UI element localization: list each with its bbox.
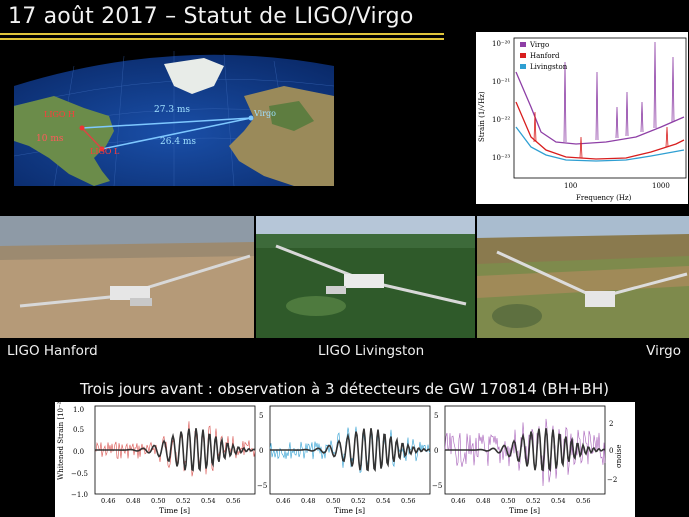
- observation-subtitle: Trois jours avant : observation à 3 déte…: [80, 380, 609, 398]
- xtick: 0.50: [326, 497, 340, 505]
- panel-c-xlabel: Time [s]: [509, 506, 540, 515]
- hanford-photo: [0, 216, 254, 338]
- panel-b-rtick-3: −5: [432, 482, 442, 490]
- legend-hanford: Hanford: [530, 52, 560, 60]
- virgo-curve: [515, 71, 685, 145]
- waveform-panels: Whitened Strain [10⁻²¹] 1.0 0.5 0.0 −0.5…: [55, 402, 635, 517]
- title-underline-2: [0, 38, 444, 40]
- virgo-photo: [477, 216, 689, 338]
- strain-ylabel: Strain (1/√Hz): [478, 91, 486, 142]
- wave-ytick-2: 0.5: [73, 426, 84, 434]
- livingston-photo: [256, 216, 475, 338]
- panel-b-xlabel: Time [s]: [334, 506, 365, 515]
- legend-livingston-swatch: [520, 64, 526, 69]
- xtick: 0.50: [151, 497, 165, 505]
- panel-b-rtick-1: 5: [434, 412, 438, 420]
- north-america: [14, 96, 114, 186]
- europe: [269, 101, 314, 131]
- wave-ylabel-right: σnoise: [615, 445, 623, 468]
- dt-hv-label: 27.3 ms: [154, 105, 190, 115]
- panel-a-xlabel: Time [s]: [159, 506, 190, 515]
- xtick: 0.54: [551, 497, 565, 505]
- wave-ylabel-left: Whitened Strain [10⁻²¹]: [57, 402, 65, 480]
- xtick: 0.48: [476, 497, 490, 505]
- panel-c-rtick-3: −2: [607, 476, 617, 484]
- virgo-lines: [563, 41, 675, 143]
- xtick-2: 1000: [652, 182, 670, 190]
- strain-xlabel: Frequency (Hz): [576, 194, 632, 202]
- xtick: 0.48: [126, 497, 140, 505]
- hanford-map-label: LIGO H: [44, 110, 75, 119]
- ytick-3: 10⁻²²: [492, 116, 510, 124]
- legend-virgo: Virgo: [529, 41, 549, 49]
- hanford-marker: [79, 125, 85, 131]
- panel-c-rtick-2: 0: [609, 447, 613, 455]
- panel-b-xticks: 0.46 0.48 0.50 0.52 0.54 0.56 Time [s]: [276, 497, 415, 515]
- wave-ytick-4: −0.5: [71, 470, 88, 478]
- dt-lv-label: 26.4 ms: [160, 137, 196, 147]
- ytick-1: 10⁻²⁰: [492, 40, 510, 48]
- legend-virgo-swatch: [520, 42, 526, 47]
- xtick: 0.54: [376, 497, 390, 505]
- legend-livingston: Livingston: [530, 63, 568, 71]
- panel-c-rtick-1: 2: [609, 420, 613, 428]
- virgo-map-label: Virgo: [253, 109, 276, 118]
- livingston-photo-label: LIGO Livingston: [318, 343, 425, 359]
- model-trace: [445, 428, 606, 472]
- livingston-curve: [515, 126, 685, 162]
- baseline-hv: [81, 117, 252, 129]
- xtick: 0.56: [576, 497, 590, 505]
- panel-a-rtick-3: −5: [257, 482, 267, 490]
- livingston-map-label: LIGO L: [90, 147, 120, 156]
- virgo-marker: [248, 115, 254, 121]
- panel-b-rtick-2: 0: [434, 447, 438, 455]
- title-underline: [0, 33, 444, 35]
- xtick: 0.52: [526, 497, 540, 505]
- wave-ytick-5: −1.0: [71, 491, 88, 499]
- wave-ytick-3: 0.0: [73, 448, 84, 456]
- model-trace: [95, 428, 256, 472]
- waveform-traces: [94, 418, 606, 487]
- panel-a-rtick-2: 0: [259, 447, 263, 455]
- greenland: [164, 58, 224, 94]
- hanford-lines: [533, 111, 669, 159]
- xtick: 0.52: [176, 497, 190, 505]
- livingston-marker: [99, 146, 105, 152]
- xtick: 0.56: [226, 497, 240, 505]
- xtick: 0.52: [351, 497, 365, 505]
- xtick: 0.46: [101, 497, 115, 505]
- dt-hl-label: 10 ms: [36, 134, 64, 144]
- baseline-lv: [101, 117, 252, 150]
- strain-sensitivity-plot: 10⁻²⁰ 10⁻²¹ 10⁻²² 10⁻²³ 100 1000 Frequen…: [476, 32, 688, 204]
- xtick-1: 100: [564, 182, 577, 190]
- xtick: 0.46: [451, 497, 465, 505]
- panel-a-xticks: 0.46 0.48 0.50 0.52 0.54 0.56 Time [s]: [101, 497, 240, 515]
- xtick: 0.54: [201, 497, 215, 505]
- hanford-photo-label: LIGO Hanford: [7, 343, 98, 359]
- noisy-trace: [444, 418, 606, 487]
- legend-hanford-swatch: [520, 53, 526, 58]
- xtick: 0.50: [501, 497, 515, 505]
- panel-a-rtick-1: 5: [259, 412, 263, 420]
- europe-africa: [229, 86, 334, 186]
- baseline-hl: [81, 127, 103, 150]
- slide-title: 17 août 2017 – Statut de LIGO/Virgo: [8, 4, 414, 29]
- panel-c-xticks: 0.46 0.48 0.50 0.52 0.54 0.56 Time [s]: [451, 497, 590, 515]
- xtick: 0.46: [276, 497, 290, 505]
- xtick: 0.48: [301, 497, 315, 505]
- model-trace: [270, 428, 431, 472]
- ytick-2: 10⁻²¹: [492, 78, 510, 86]
- ytick-4: 10⁻²³: [492, 154, 510, 162]
- wave-ytick-1: 1.0: [73, 406, 84, 414]
- detector-map: LIGO H LIGO L Virgo 27.3 ms 26.4 ms 10 m…: [14, 51, 334, 186]
- xtick: 0.56: [401, 497, 415, 505]
- virgo-photo-label: Virgo: [646, 343, 681, 359]
